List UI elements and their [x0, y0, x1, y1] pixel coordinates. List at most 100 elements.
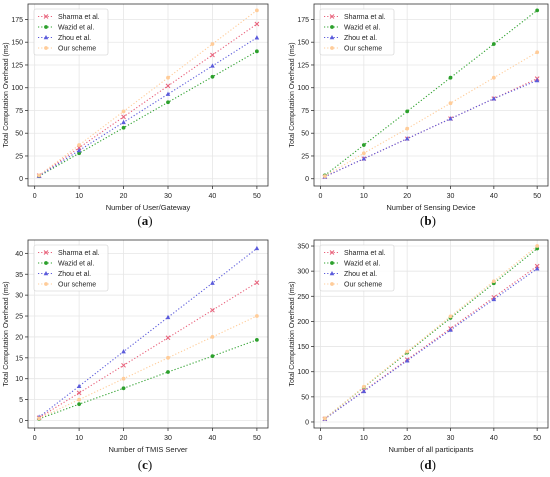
caption-open: (	[137, 213, 141, 228]
series-line-4	[324, 245, 538, 419]
legend-marker	[44, 261, 48, 265]
legend-entry-label: Our scheme	[58, 282, 96, 289]
data-point	[121, 376, 126, 381]
panel-caption: (b)	[420, 213, 436, 228]
legend-marker	[330, 282, 334, 286]
plot-frame	[313, 3, 549, 187]
y-axis-label: Total Computation Overhead (ms)	[289, 42, 296, 147]
series-line-4	[324, 51, 538, 177]
data-point	[165, 83, 171, 89]
x-tick-label: 20	[403, 435, 411, 442]
legend-marker	[330, 25, 334, 29]
data-point	[534, 263, 540, 269]
x-tick-label: 30	[447, 435, 455, 442]
data-point	[210, 354, 215, 359]
x-tick-label: 40	[490, 435, 498, 442]
legend-entry-label: Zhou et al.	[58, 35, 91, 42]
data-point	[77, 402, 82, 407]
x-tick-label: 20	[403, 193, 411, 200]
data-point-stroke	[534, 263, 540, 269]
caption-close: )	[148, 213, 152, 228]
caption-letter: b	[424, 213, 431, 228]
legend: Sharma et al. Wazid et al. Zhou et al. Our …	[319, 244, 395, 292]
legend-marker	[44, 46, 48, 50]
legend-entry-label: Zhou et al.	[344, 271, 377, 278]
data-point	[210, 42, 215, 46]
data-point	[254, 49, 259, 54]
data-point	[77, 143, 82, 147]
legend-marker	[43, 250, 49, 255]
data-point	[535, 244, 540, 248]
series-line-2	[324, 248, 538, 419]
data-point	[37, 173, 42, 178]
panel-caption: (a)	[137, 213, 152, 228]
data-point-stroke	[121, 114, 126, 120]
x-tick-label: 10	[360, 435, 368, 442]
y-tick-label: 350	[297, 244, 309, 251]
y-tick-label: 0	[19, 418, 23, 425]
data-point	[121, 119, 126, 125]
legend-marker	[43, 271, 49, 276]
x-tick-label: 50	[253, 435, 261, 442]
series-line-2	[324, 9, 538, 176]
data-point	[254, 314, 259, 318]
data-point	[165, 314, 171, 320]
data-point	[448, 327, 453, 332]
data-point-stroke	[210, 307, 215, 313]
x-tick-label: 40	[209, 193, 217, 200]
data-point	[448, 314, 453, 319]
y-tick-label: 5	[19, 397, 23, 404]
y-tick-label: 150	[297, 344, 309, 351]
legend-marker	[329, 271, 335, 276]
y-tick-label: 150	[11, 40, 23, 47]
legend-marker	[329, 14, 335, 19]
caption-open: (	[138, 457, 142, 472]
data-point	[210, 52, 215, 58]
legend-entry-label: Our scheme	[58, 46, 96, 53]
data-point	[361, 384, 366, 389]
y-tick-label: 50	[301, 394, 309, 401]
plot-frame	[27, 239, 269, 429]
legend-entry-label: Zhou et al.	[58, 271, 91, 278]
x-tick-label: 0	[33, 435, 37, 442]
x-tick-label: 10	[75, 435, 83, 442]
x-tick-label: 30	[164, 193, 172, 200]
y-tick-label: 200	[297, 319, 309, 326]
y-tick-label: 125	[297, 62, 309, 69]
y-tick-label: 0	[19, 176, 23, 183]
series-line-4	[38, 9, 258, 176]
x-tick-label: 10	[75, 193, 83, 200]
data-point	[491, 296, 497, 302]
y-tick-label: 100	[11, 85, 23, 92]
data-point	[76, 390, 82, 396]
chart-panel-4: 0 10 20 30 40 50 0 50 100 150 200 250 300 350 Number o…	[289, 239, 549, 472]
data-point	[491, 75, 496, 80]
caption-close: )	[432, 213, 436, 228]
data-point	[448, 101, 453, 106]
y-tick-label: 25	[301, 153, 309, 160]
y-tick-label: 20	[15, 334, 23, 341]
data-point	[254, 35, 260, 40]
legend-entry-label: Our scheme	[344, 282, 382, 289]
data-point	[254, 245, 260, 251]
y-tick-label: 300	[297, 269, 309, 276]
data-point	[121, 109, 126, 114]
data-point-stroke	[165, 83, 171, 89]
data-point	[361, 388, 367, 394]
panel-caption: (c)	[138, 457, 152, 472]
legend-entry-label: Our scheme	[344, 46, 382, 53]
y-tick-label: 75	[15, 108, 23, 115]
data-point-stroke	[210, 52, 215, 58]
caption-open: (	[420, 457, 424, 472]
data-point	[165, 91, 171, 96]
x-tick-label: 40	[490, 193, 498, 200]
data-point	[121, 386, 126, 391]
plot-frame	[27, 3, 269, 187]
x-axis-label: Number of User/Gateway	[106, 203, 191, 212]
series-line-4	[38, 315, 258, 419]
legend-box	[319, 8, 395, 56]
legend-entry-label: Wazid et al.	[344, 261, 380, 268]
series-line-2	[38, 50, 258, 177]
y-tick-label: 35	[15, 272, 23, 279]
